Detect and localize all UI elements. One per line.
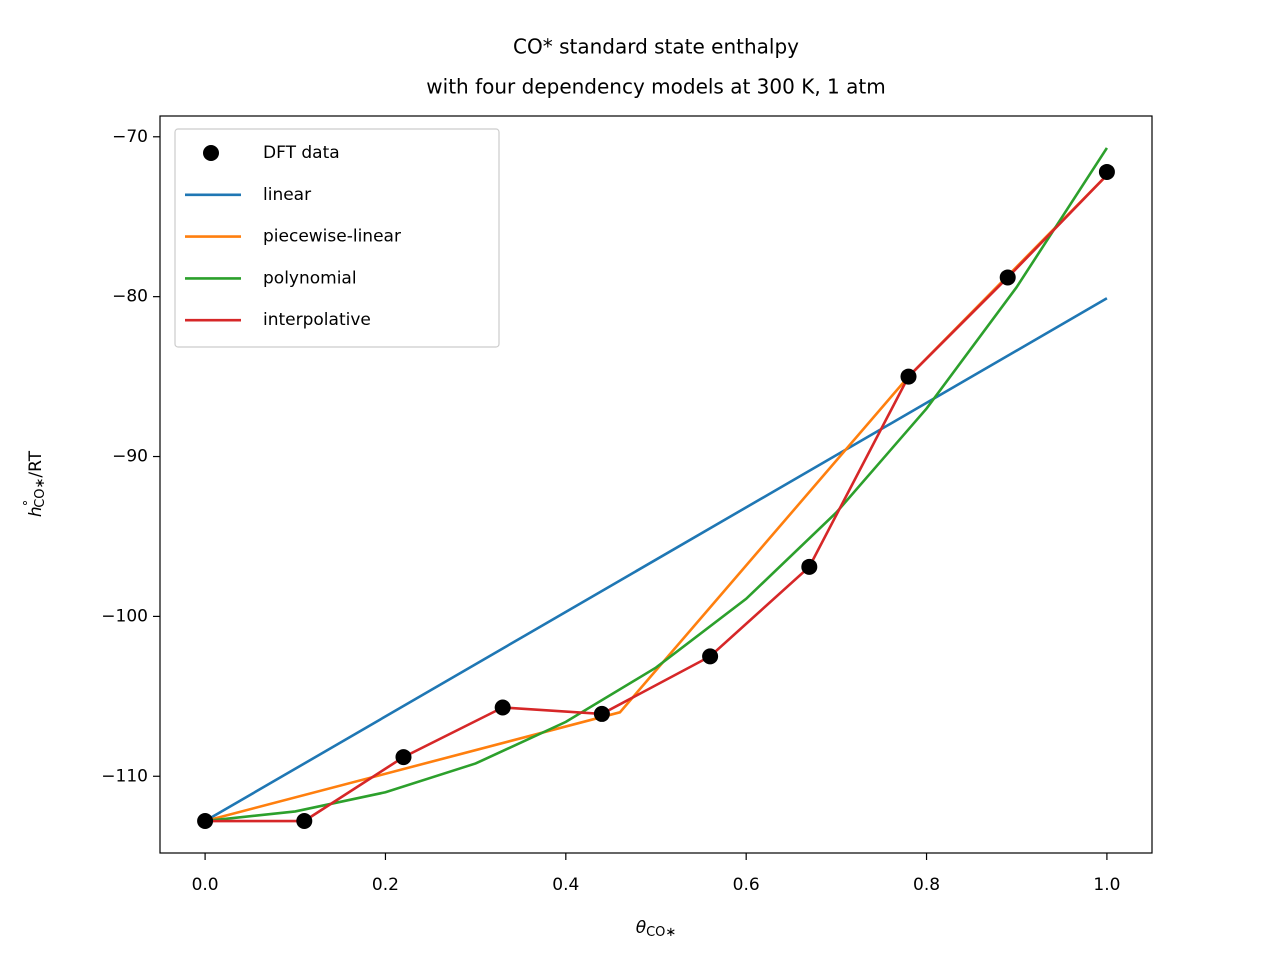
data-point <box>999 269 1016 286</box>
data-point <box>395 749 412 766</box>
x-tick-label: 0.0 <box>192 875 219 895</box>
data-point <box>801 558 818 575</box>
y-tick-label: −70 <box>112 127 148 147</box>
y-label-superscript: ° <box>22 500 37 507</box>
plot-frame <box>159 115 1153 854</box>
legend-box <box>174 128 500 348</box>
y-label-symbol: h <box>26 506 46 517</box>
y-tick-label: −110 <box>101 766 148 786</box>
y-tick-label: −90 <box>112 447 148 467</box>
legend-label: DFT data <box>263 143 340 163</box>
x-label-symbol: θ <box>636 918 647 938</box>
data-point <box>494 699 511 716</box>
x-tick-label: 0.8 <box>913 875 940 895</box>
data-point <box>1098 163 1115 180</box>
y-label-subscript: CO∗ <box>33 478 48 508</box>
legend-label: interpolative <box>263 310 371 330</box>
legend-label: piecewise-linear <box>263 227 401 247</box>
x-label-subscript: CO∗ <box>646 925 676 940</box>
x-tick-label: 1.0 <box>1093 875 1120 895</box>
data-point <box>900 368 917 385</box>
data-point <box>702 648 719 665</box>
legend-label: polynomial <box>263 268 357 288</box>
x-tick-label: 0.6 <box>733 875 760 895</box>
y-tick-label: −80 <box>112 287 148 307</box>
data-point <box>197 813 214 830</box>
series-line <box>205 174 1108 823</box>
legend: DFT data linear piecewise-linear polynomial… <box>174 128 500 348</box>
y-axis-label: h°CO∗/RT <box>22 450 48 517</box>
x-tick-label: 0.2 <box>372 875 399 895</box>
chart-subtitle: with four dependency models at 300 K, 1 … <box>426 75 885 99</box>
data-point <box>593 705 610 722</box>
x-axis-label: θCO∗ <box>636 918 677 940</box>
y-tick-label: −100 <box>101 606 148 626</box>
legend-label: linear <box>263 185 311 205</box>
series-line <box>204 297 1108 823</box>
plot-area <box>197 147 1115 830</box>
y-label-rest: /RT <box>26 450 46 477</box>
chart-title: CO* standard state enthalpy <box>513 35 799 59</box>
legend-marker <box>203 145 219 161</box>
data-point <box>296 813 313 830</box>
x-tick-label: 0.4 <box>552 875 579 895</box>
series-line <box>204 147 1109 823</box>
